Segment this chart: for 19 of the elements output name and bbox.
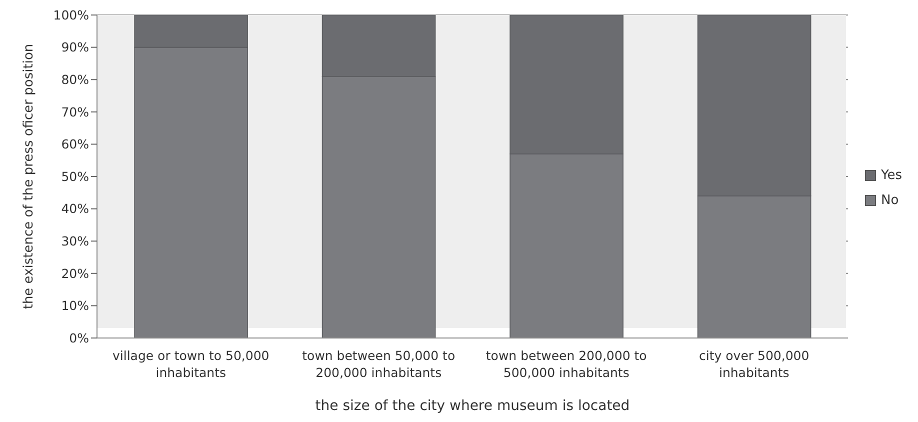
y-axis-title: the existence of the press oficer position — [22, 44, 37, 310]
y-tick-label: 100% — [53, 7, 90, 22]
y-tick-label: 40% — [61, 201, 90, 216]
legend-label: No — [881, 193, 899, 208]
y-tick-label: 80% — [61, 72, 90, 88]
y-tick-label: 30% — [61, 234, 90, 249]
y-tick-label: 10% — [61, 298, 90, 314]
y-tick-label: 60% — [61, 136, 90, 152]
legend-label: Yes — [881, 168, 902, 183]
x-tick-label: town between 50,000 to 200,000 inhabitants — [302, 348, 456, 380]
y-tick-label: 0% — [69, 330, 90, 346]
y-tick-label: 50% — [61, 168, 90, 184]
y-tick-label: 70% — [61, 104, 90, 120]
y-tick-label: 20% — [61, 266, 90, 281]
x-tick-label: city over 500,000 inhabitants — [699, 348, 810, 380]
y-tick-label: 90% — [61, 40, 90, 55]
x-tick-label: village or town to 50,000 inhabitants — [112, 348, 270, 380]
x-axis-title: the size of the city where museum is located — [315, 398, 630, 414]
x-tick-label: town between 200,000 to 500,000 inhabitants — [486, 348, 647, 380]
